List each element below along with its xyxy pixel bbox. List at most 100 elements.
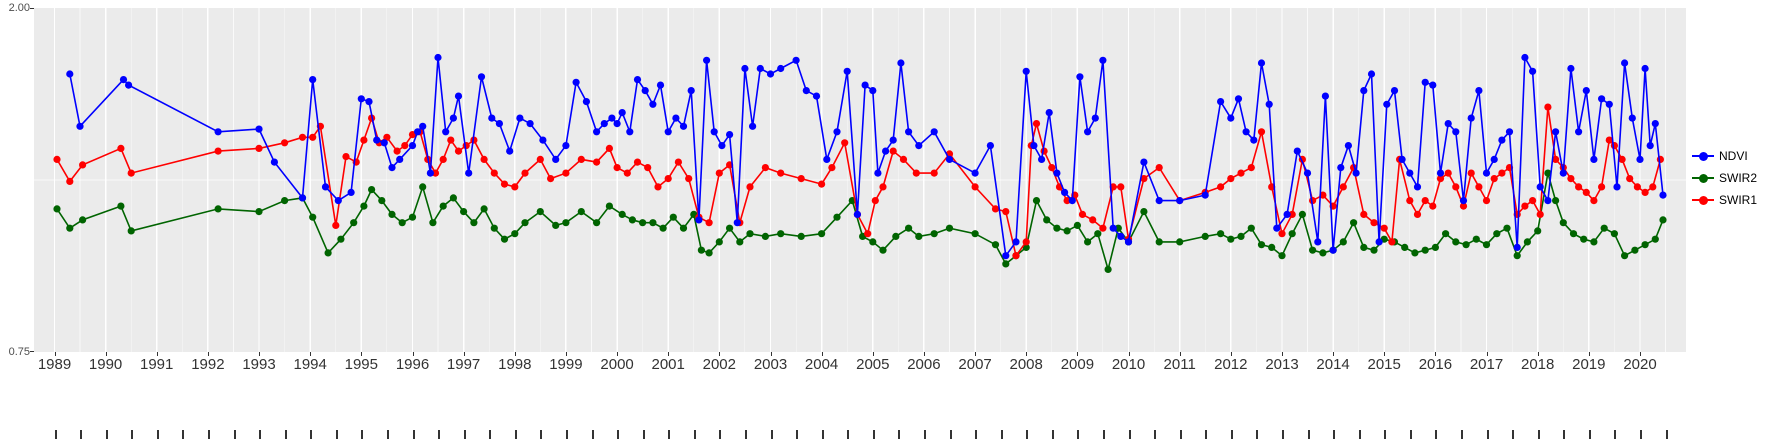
bottom-ruler-tick-mark (1486, 430, 1489, 439)
bottom-ruler-tick-mark (591, 430, 594, 439)
x-axis-tick-label: 1991 (140, 356, 174, 373)
bottom-ruler-tick-mark (1461, 430, 1463, 439)
x-axis-tick-label: 1989 (37, 356, 72, 373)
bottom-ruler-tick-mark (233, 430, 236, 439)
x-axis-tick-mark (1537, 352, 1539, 356)
x-axis-tick-mark (821, 352, 823, 356)
legend: NDVI SWIR2 SWIR1 (1692, 142, 1757, 214)
legend-label-ndvi: NDVI (1719, 149, 1748, 163)
bottom-ruler-tick-mark (617, 430, 620, 439)
bottom-ruler-tick-mark (412, 430, 415, 439)
y-axis-tick-mark-top (30, 8, 34, 9)
legend-entry-swir2: SWIR2 (1692, 170, 1757, 186)
bottom-ruler-tick-mark (514, 430, 517, 439)
x-axis-tick-mark (1230, 352, 1232, 356)
bottom-ruler-tick-mark (1563, 430, 1566, 439)
bottom-ruler-tick-mark (642, 430, 645, 439)
bottom-ruler-tick-mark (1179, 430, 1182, 439)
x-axis-tick-mark (668, 352, 670, 356)
x-axis-tick-label: 2012 (1214, 356, 1248, 373)
x-axis-tick-label: 2007 (958, 356, 992, 373)
bottom-ruler-tick-mark (105, 430, 108, 439)
x-axis-tick-mark (361, 352, 363, 356)
x-axis-tick-label: 1992 (191, 356, 225, 373)
x-axis-tick-mark (310, 352, 312, 356)
x-axis-tick-mark (1026, 352, 1028, 356)
x-axis-tick-mark (719, 352, 721, 356)
ndvi-legend-key-icon (1692, 148, 1714, 164)
bottom-ruler-tick-mark (1537, 430, 1540, 439)
legend-label-swir2: SWIR2 (1719, 171, 1758, 185)
bottom-ruler-tick-mark (1026, 430, 1029, 439)
bottom-ruler-tick-mark (847, 430, 850, 439)
bottom-ruler-tick-mark (438, 430, 440, 439)
bottom-ruler-tick-mark (1614, 430, 1617, 439)
bottom-ruler-tick-mark (131, 430, 134, 439)
bottom-ruler-tick-mark (1102, 430, 1105, 439)
x-axis-tick-mark (259, 352, 260, 356)
bottom-ruler-tick-mark (310, 430, 313, 439)
bottom-ruler-tick-mark (1256, 430, 1259, 439)
bottom-ruler-tick-mark (693, 430, 696, 439)
x-axis-tick-label: 2018 (1521, 356, 1555, 373)
x-axis-tick-mark (1282, 352, 1283, 356)
legend-entry-swir1: SWIR1 (1692, 192, 1757, 208)
bottom-ruler-tick-mark (975, 430, 978, 439)
bottom-ruler-tick-mark (821, 430, 824, 439)
bottom-ruler-tick-mark (796, 430, 799, 439)
x-axis-tick-mark (1179, 352, 1181, 356)
bottom-ruler-tick-mark (1128, 430, 1131, 439)
bottom-ruler-tick-mark (489, 430, 492, 439)
x-axis-tick-label: 1997 (446, 356, 481, 373)
x-axis-tick-mark (565, 352, 567, 356)
x-axis-tick-mark (514, 352, 516, 356)
x-axis-tick-mark (1077, 352, 1079, 356)
x-axis-tick-mark (54, 352, 56, 356)
bottom-ruler-tick-mark (949, 430, 952, 439)
bottom-ruler-tick-mark (1358, 430, 1361, 439)
x-axis-tick-label: 2003 (753, 356, 788, 373)
x-axis-tick-label: 1993 (242, 356, 276, 373)
y-axis-tick-label-top: 2.00 (8, 2, 30, 14)
bottom-ruler-tick-mark (565, 430, 568, 439)
bottom-ruler-tick-mark (1512, 430, 1515, 439)
x-axis-tick-label: 2015 (1367, 356, 1401, 373)
plot-panel (34, 8, 1686, 352)
x-axis-tick-label: 1998 (498, 356, 532, 373)
x-axis-tick-label: 2006 (907, 356, 941, 373)
x-axis-tick-mark (1384, 352, 1386, 356)
x-axis-tick-label: 1995 (344, 356, 378, 373)
bottom-ruler-tick-mark (335, 430, 338, 439)
x-axis-tick-label: 2002 (702, 356, 736, 373)
x-axis-tick-mark (1333, 352, 1335, 356)
bottom-ruler-tick-mark (80, 430, 82, 439)
x-axis-tick-label: 2013 (1265, 356, 1299, 373)
x-axis-tick-label: 2004 (804, 356, 839, 373)
bottom-ruler-tick-mark (1665, 430, 1668, 439)
bottom-ruler-tick-mark (719, 430, 722, 439)
x-axis-tick-label: 2020 (1623, 356, 1657, 373)
bottom-ruler-tick-mark (898, 430, 901, 439)
x-axis-tick-mark (463, 352, 465, 356)
x-axis-tick-label: 2008 (1009, 356, 1043, 373)
bottom-ruler-tick-mark (1307, 430, 1310, 439)
bottom-ruler-tick-mark (182, 430, 185, 439)
bottom-ruler-tick-mark (284, 430, 287, 439)
legend-label-swir1-key-icon (1692, 192, 1714, 208)
x-axis-tick-label: 2001 (651, 356, 685, 373)
bottom-ruler-tick-mark (361, 430, 364, 439)
legend-entry-ndvi: NDVI (1692, 148, 1757, 164)
bottom-ruler-tick-mark (872, 430, 875, 439)
x-axis-tick-label: 2005 (856, 356, 890, 373)
bottom-ruler-tick-mark (386, 430, 389, 439)
x-axis-tick-label: 2000 (600, 356, 634, 373)
x-axis-tick-mark (617, 352, 619, 356)
swir2-legend-key-icon (1692, 170, 1714, 186)
bottom-ruler-tick-mark (463, 430, 466, 439)
bottom-ruler-tick-mark (923, 430, 926, 439)
bottom-ruler-tick-mark (1435, 430, 1438, 439)
x-axis-tick-label: 2011 (1163, 356, 1196, 373)
y-axis-tick-label-bottom: 0.75 (8, 346, 30, 358)
bottom-ruler-tick-mark (156, 430, 159, 439)
